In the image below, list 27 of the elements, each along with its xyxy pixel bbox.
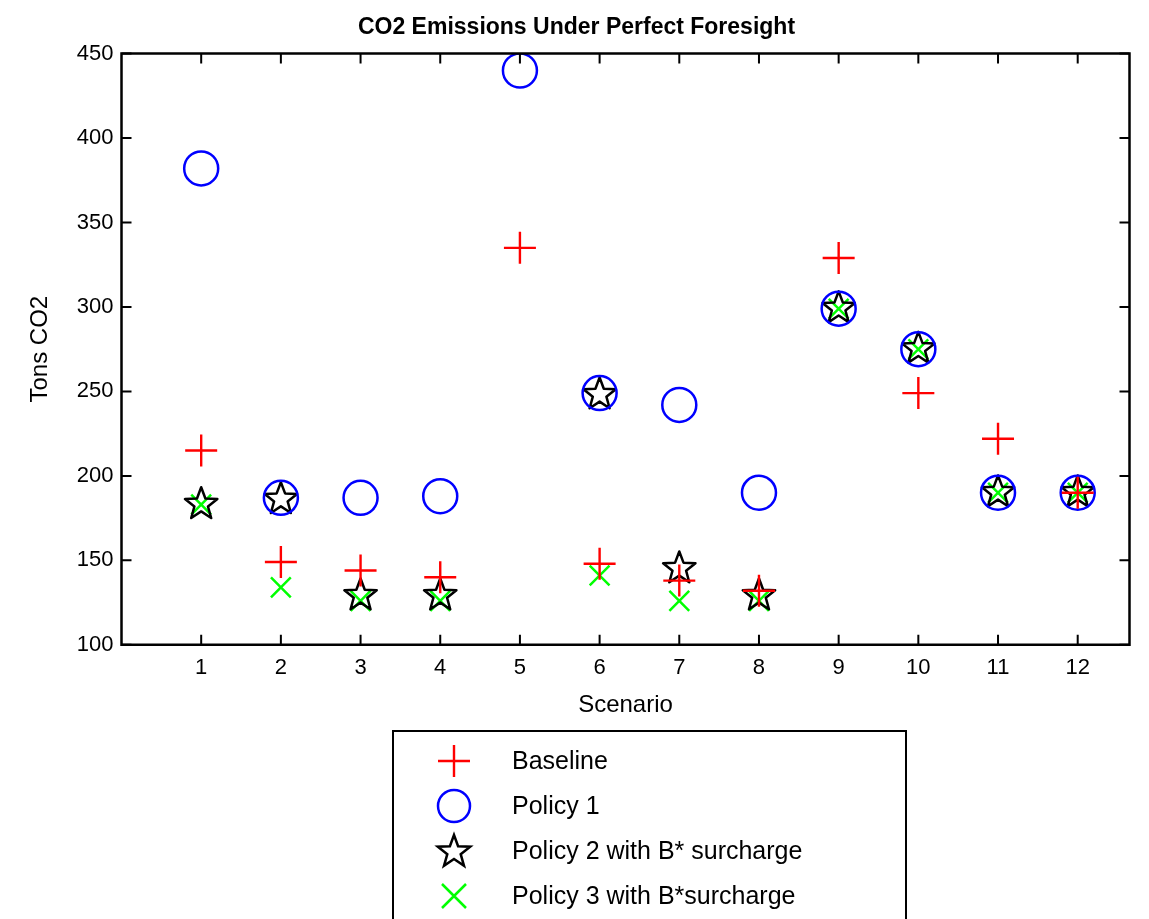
x-tick-label: 2	[274, 654, 287, 680]
x-tick-label: 11	[986, 654, 1010, 680]
legend-label: Policy 1	[512, 791, 600, 820]
x-tick-label: 5	[513, 654, 527, 680]
y-tick-label: 400	[76, 124, 114, 150]
x-tick-label: 1	[195, 654, 208, 680]
x-axis-title: Scenario	[578, 690, 673, 718]
x-tick-label: 4	[434, 654, 447, 680]
chart-title: CO2 Emissions Under Perfect Foresight	[357, 13, 796, 40]
legend-label: Policy 2 with B* surcharge	[512, 836, 803, 865]
y-tick-label: 450	[76, 39, 114, 65]
y-tick-label: 250	[76, 377, 114, 403]
x-tick-label: 9	[832, 654, 845, 680]
x-tick-label: 8	[752, 654, 766, 680]
y-tick-label: 350	[76, 208, 114, 234]
y-tick-label: 100	[76, 630, 114, 656]
x-tick-label: 6	[593, 654, 606, 680]
x-tick-label: 12	[1065, 654, 1090, 680]
y-axis-title: Tons CO2	[25, 295, 53, 403]
x-tick-label: 7	[673, 654, 686, 680]
y-tick-label: 200	[76, 461, 114, 487]
legend-label: Baseline	[512, 746, 608, 775]
y-tick-label: 300	[76, 293, 114, 319]
y-tick-label: 150	[76, 546, 114, 572]
x-tick-label: 3	[354, 654, 367, 680]
legend-label: Policy 3 with B*surcharge	[512, 881, 796, 910]
x-tick-label: 10	[906, 654, 931, 680]
